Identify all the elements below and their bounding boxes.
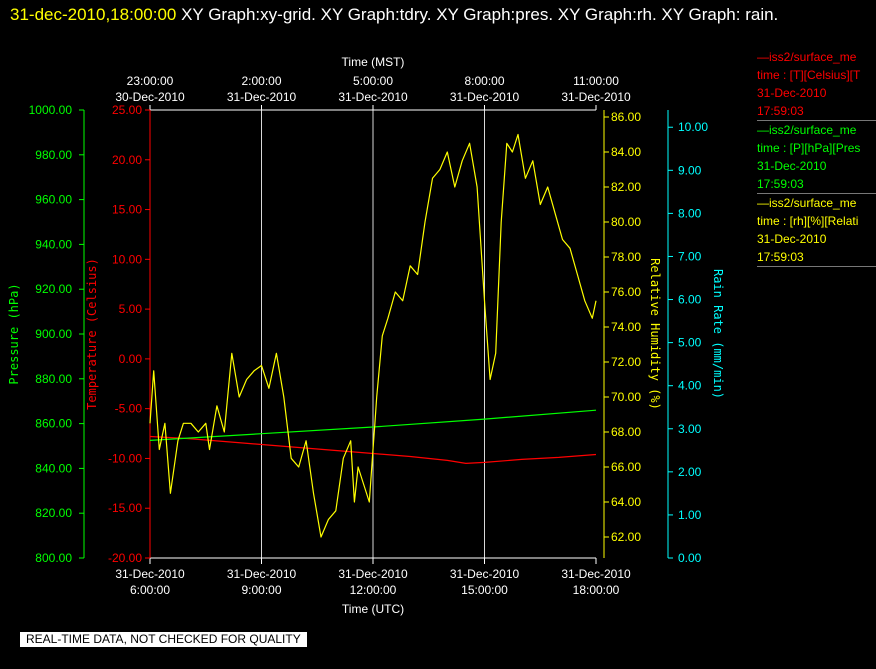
- temperature-tick-label: -15.00: [108, 501, 142, 515]
- x-axis-title: Time (UTC): [342, 602, 404, 616]
- x-tick-label: 31-Dec-2010: [115, 567, 185, 581]
- pressure-axis-title: Pressure (hPa): [7, 283, 21, 384]
- pressure-tick-label: 820.00: [35, 506, 72, 520]
- x-top-tick-label: 11:00:00: [573, 74, 619, 88]
- pressure-tick-label: 940.00: [35, 237, 72, 251]
- temperature-axis-title: Temperature (Celsius): [85, 258, 99, 410]
- rain-tick-label: 0.00: [678, 551, 702, 565]
- rain-tick-label: 8.00: [678, 206, 702, 220]
- humidity-tick-label: 64.00: [611, 495, 641, 509]
- pressure-tick-label: 860.00: [35, 417, 72, 431]
- rain-tick-label: 9.00: [678, 163, 702, 177]
- x-top-tick-label: 23:00:00: [127, 74, 174, 88]
- temperature-tick-label: -20.00: [108, 551, 142, 565]
- x-top-axis-title: Time (MST): [342, 55, 405, 69]
- legend-text: —iss2/surface_me: [757, 123, 857, 137]
- legend: —iss2/surface_me time : [T][Celsius][T 31-…: [757, 48, 876, 267]
- humidity-tick-label: 82.00: [611, 180, 641, 194]
- humidity-tick-label: 78.00: [611, 250, 641, 264]
- humidity-tick-label: 62.00: [611, 530, 641, 544]
- quality-notice: REAL-TIME DATA, NOT CHECKED FOR QUALITY: [20, 632, 307, 647]
- x-tick-label: 15:00:00: [461, 583, 508, 597]
- temperature-tick-label: 5.00: [119, 302, 143, 316]
- legend-text: —iss2/surface_me: [757, 196, 857, 210]
- humidity-tick-label: 84.00: [611, 145, 641, 159]
- humidity-tick-label: 70.00: [611, 390, 641, 404]
- temperature-tick-label: 20.00: [112, 153, 142, 167]
- rain-tick-label: 10.00: [678, 120, 708, 134]
- humidity-tick-label: 68.00: [611, 425, 641, 439]
- rain-tick-label: 6.00: [678, 293, 702, 307]
- humidity-tick-label: 76.00: [611, 285, 641, 299]
- rain-tick-label: 2.00: [678, 465, 702, 479]
- series-line-humidity: [149, 133, 597, 538]
- header-timestamp: 31-dec-2010,18:00:00: [10, 5, 177, 24]
- legend-text: time : [rh][%][Relati: [757, 214, 859, 228]
- temperature-tick-label: 15.00: [112, 203, 142, 217]
- graph-header: 31-dec-2010,18:00:00 XY Graph:xy-grid. X…: [10, 2, 860, 28]
- legend-text: 17:59:03: [757, 250, 804, 264]
- x-top-tick-label: 31-Dec-2010: [561, 90, 631, 104]
- temperature-tick-label: -5.00: [115, 402, 143, 416]
- humidity-tick-label: 74.00: [611, 320, 641, 334]
- legend-text: 31-Dec-2010: [757, 159, 827, 173]
- pressure-tick-label: 900.00: [35, 327, 72, 341]
- legend-text: time : [T][Celsius][T: [757, 68, 861, 82]
- x-top-tick-label: 31-Dec-2010: [227, 90, 297, 104]
- pressure-tick-label: 840.00: [35, 461, 72, 475]
- temperature-tick-label: 10.00: [112, 252, 142, 266]
- header-graph-list: XY Graph:xy-grid. XY Graph:tdry. XY Grap…: [181, 5, 779, 24]
- rain-tick-label: 5.00: [678, 336, 702, 350]
- x-tick-label: 31-Dec-2010: [561, 567, 631, 581]
- chart-grid: [261, 110, 485, 558]
- rain-axis-title: Rain Rate (mm/min): [711, 269, 725, 399]
- pressure-tick-label: 960.00: [35, 193, 72, 207]
- legend-text: 31-Dec-2010: [757, 86, 827, 100]
- humidity-tick-label: 80.00: [611, 215, 641, 229]
- x-tick-label: 9:00:00: [241, 583, 281, 597]
- x-top-tick-label: 30-Dec-2010: [115, 90, 185, 104]
- x-top-tick-label: 8:00:00: [464, 74, 504, 88]
- humidity-tick-label: 72.00: [611, 355, 641, 369]
- x-tick-label: 31-Dec-2010: [450, 567, 520, 581]
- chart-series: [149, 133, 597, 538]
- pressure-tick-label: 800.00: [35, 551, 72, 565]
- x-tick-label: 18:00:00: [573, 583, 620, 597]
- temperature-tick-label: -10.00: [108, 451, 142, 465]
- x-top-tick-label: 2:00:00: [241, 74, 281, 88]
- x-top-tick-label: 31-Dec-2010: [450, 90, 520, 104]
- rain-tick-label: 1.00: [678, 508, 702, 522]
- x-tick-label: 6:00:00: [130, 583, 170, 597]
- rain-tick-label: 3.00: [678, 422, 702, 436]
- x-top-tick-label: 5:00:00: [353, 74, 393, 88]
- temperature-tick-label: 25.00: [112, 103, 142, 117]
- pressure-tick-label: 1000.00: [29, 103, 73, 117]
- legend-text: 17:59:03: [757, 104, 804, 118]
- x-tick-label: 12:00:00: [350, 583, 397, 597]
- humidity-axis-title: Relative Humidity (%): [648, 258, 662, 410]
- humidity-tick-label: 66.00: [611, 460, 641, 474]
- rain-tick-label: 4.00: [678, 379, 702, 393]
- humidity-tick-label: 86.00: [611, 110, 641, 124]
- pressure-tick-label: 980.00: [35, 148, 72, 162]
- temperature-tick-label: 0.00: [119, 352, 143, 366]
- series-line-pressure: [149, 409, 597, 441]
- legend-text: 17:59:03: [757, 177, 804, 191]
- chart-axes: 31-Dec-2010 6:00:00 31-Dec-2010 9:00:00 31-D…: [7, 55, 725, 616]
- rain-tick-label: 7.00: [678, 249, 702, 263]
- pressure-tick-label: 880.00: [35, 372, 72, 386]
- legend-text: —iss2/surface_me: [757, 50, 857, 64]
- legend-text: 31-Dec-2010: [757, 232, 827, 246]
- pressure-tick-label: 920.00: [35, 282, 72, 296]
- series-line-temperature: [149, 435, 597, 464]
- x-top-tick-label: 31-Dec-2010: [338, 90, 408, 104]
- x-tick-label: 31-Dec-2010: [227, 567, 297, 581]
- legend-text: time : [P][hPa][Pres: [757, 141, 861, 155]
- x-tick-label: 31-Dec-2010: [338, 567, 408, 581]
